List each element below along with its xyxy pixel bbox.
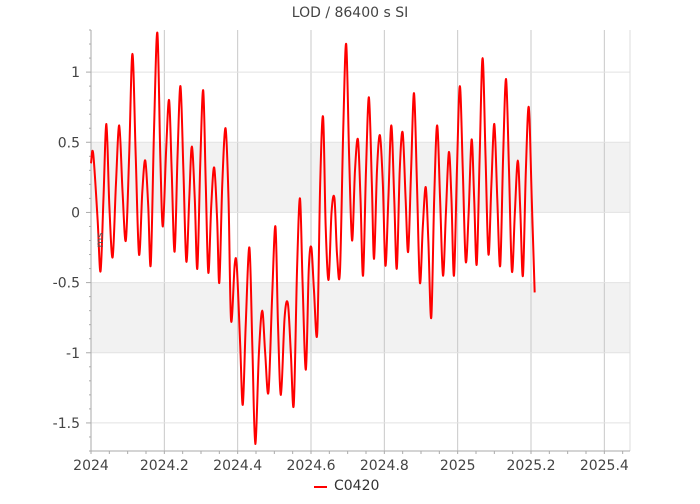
bands-layer: [91, 142, 630, 353]
x-tick-label: 2024.4: [213, 458, 262, 474]
legend-label: C0420: [334, 478, 379, 494]
x-tick-label: 2024.2: [140, 458, 189, 474]
y-tick-label: -0.5: [53, 276, 80, 292]
y-band: [91, 282, 630, 353]
y-tick-label: 0.5: [58, 135, 80, 151]
x-tick-label: 2024.6: [287, 458, 336, 474]
axes-layer: -1.5 -1 -0.5 0 0.5 1 2024 2024.2 2024.4 2024.6 202…: [53, 29, 630, 474]
y-axis-label: ms: [95, 233, 106, 248]
chart-title: LOD / 86400 s SI: [292, 5, 408, 21]
x-tick-label: 2025.2: [507, 458, 556, 474]
y-tick-label: 1: [71, 65, 80, 81]
y-tick-label: -1.5: [53, 416, 80, 432]
y-tick-label: 0: [71, 205, 80, 221]
series-line-C0420: [90, 31, 536, 445]
x-tick-label: 2024.8: [360, 458, 409, 474]
x-tick-label: 2025.4: [580, 458, 629, 474]
series-layer: [90, 31, 536, 445]
legend[interactable]: C0420: [314, 478, 379, 494]
y-tick-label: -1: [66, 346, 80, 362]
x-tick-label: 2024: [73, 458, 109, 474]
x-tick-label: 2025: [440, 458, 476, 474]
